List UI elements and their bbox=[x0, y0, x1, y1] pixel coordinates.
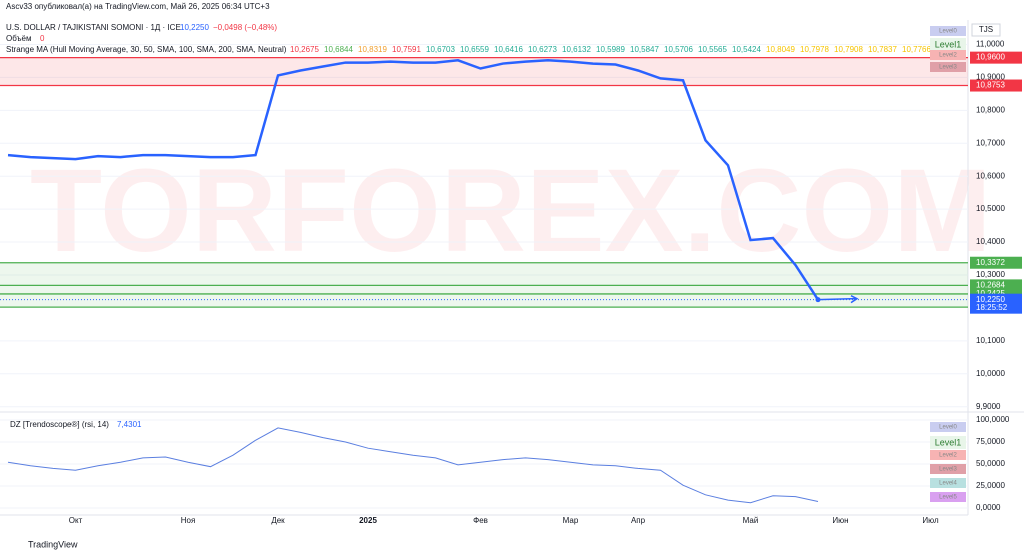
x-tick-label: 2025 bbox=[359, 516, 377, 525]
level-label: 10,9600 bbox=[976, 53, 1005, 62]
indicator-value: 10,7837 bbox=[868, 45, 897, 54]
y-tick-label: 10,4000 bbox=[976, 237, 1005, 246]
indicator-value: 10,7591 bbox=[392, 45, 421, 54]
legend-label: Level3 bbox=[939, 65, 957, 71]
y-tick-label: 10,7000 bbox=[976, 138, 1005, 147]
y-tick-label: 9,9000 bbox=[976, 402, 1001, 411]
indicator-value: 10,6703 bbox=[426, 45, 455, 54]
volume-label: Объём bbox=[6, 34, 32, 43]
indicator-value: 10,5565 bbox=[698, 45, 727, 54]
legend-box bbox=[930, 422, 966, 432]
legend-label: Level5 bbox=[939, 495, 957, 501]
publisher: Ascv33 опубликовал(а) на TradingView.com… bbox=[6, 2, 270, 11]
y-tick-label: 25,0000 bbox=[976, 481, 1005, 490]
change: −0,0498 (−0,48%) bbox=[213, 23, 277, 32]
y-tick-label: 0,0000 bbox=[976, 503, 1001, 512]
x-tick-label: Мар bbox=[563, 516, 579, 525]
y-tick-label: 10,1000 bbox=[976, 336, 1005, 345]
indicator-value: 10,7908 bbox=[834, 45, 863, 54]
legend-label: Level0 bbox=[939, 425, 957, 431]
y-tick-label: 10,3000 bbox=[976, 270, 1005, 279]
x-tick-label: Май bbox=[743, 516, 759, 525]
indicator-value: 10,6416 bbox=[494, 45, 523, 54]
legend-label: Level2 bbox=[939, 53, 957, 59]
legend-box bbox=[930, 464, 966, 474]
x-tick-label: Апр bbox=[631, 516, 646, 525]
legend-box bbox=[930, 62, 966, 72]
legend-box bbox=[930, 26, 966, 36]
currency-box bbox=[971, 23, 1001, 37]
y-tick-label: 10,9000 bbox=[976, 73, 1005, 82]
legend-box bbox=[930, 450, 966, 460]
indicator-value: 10,6844 bbox=[324, 45, 353, 54]
x-tick-label: Дек bbox=[271, 516, 285, 525]
y-tick-label: 10,0000 bbox=[976, 369, 1005, 378]
x-tick-label: Фев bbox=[473, 516, 488, 525]
x-tick-label: Июн bbox=[832, 516, 848, 525]
legend-label: Level0 bbox=[939, 29, 957, 35]
y-tick-label: 100,0000 bbox=[976, 415, 1010, 424]
indicator-value: 10,7978 bbox=[800, 45, 829, 54]
indicator-value: 10,6273 bbox=[528, 45, 557, 54]
legend-label: Level4 bbox=[939, 481, 957, 487]
x-tick-label: Ноя bbox=[181, 516, 196, 525]
indicator-value: 10,2675 bbox=[290, 45, 319, 54]
x-tick-label: Июл bbox=[922, 516, 939, 525]
currency: TJS bbox=[979, 25, 993, 34]
symbol: U.S. DOLLAR / TAJIKISTANI SOMONI · 1Д · … bbox=[6, 23, 181, 32]
indicator-value: 10,5424 bbox=[732, 45, 761, 54]
last-price: 10,2250 bbox=[180, 23, 209, 32]
legend-label: Level1 bbox=[935, 39, 962, 49]
indicator-value: 10,5847 bbox=[630, 45, 659, 54]
legend-label: Level1 bbox=[935, 437, 962, 447]
indicator-value: 10,7766 bbox=[902, 45, 931, 54]
indicator-value: 10,5989 bbox=[596, 45, 625, 54]
last-price-box bbox=[970, 293, 1022, 314]
y-tick-label: 75,0000 bbox=[976, 437, 1005, 446]
resistance-band bbox=[0, 57, 968, 86]
legend-box bbox=[930, 436, 966, 449]
legend-box bbox=[930, 38, 966, 51]
rsi-title: DZ [Trendoscope®] (rsi, 14) bbox=[10, 420, 109, 429]
y-tick-label: 50,0000 bbox=[976, 459, 1005, 468]
volume: 0 bbox=[40, 34, 45, 43]
level-label-box bbox=[970, 79, 1022, 92]
projection-arrow bbox=[817, 295, 859, 304]
rsi-last: 7,4301 bbox=[117, 420, 142, 429]
price-line bbox=[7, 427, 819, 504]
level-label-box bbox=[970, 256, 1022, 269]
legend-box bbox=[930, 492, 966, 502]
indicator-value: 10,8049 bbox=[766, 45, 795, 54]
indicator-value: 10,5706 bbox=[664, 45, 693, 54]
y-tick-label: 10,6000 bbox=[976, 171, 1005, 180]
level-label: 10,2425 bbox=[976, 289, 1005, 298]
indicator-value: 10,8319 bbox=[358, 45, 387, 54]
legend-box bbox=[930, 478, 966, 488]
legend-label: Level2 bbox=[939, 453, 957, 459]
level-label: 10,8753 bbox=[976, 81, 1005, 90]
x-tick-label: Окт bbox=[69, 516, 83, 525]
watermark: TORFOREX.COM bbox=[30, 145, 992, 277]
level-label: 10,2684 bbox=[976, 280, 1005, 289]
legend-box bbox=[930, 50, 966, 60]
footer: TradingView bbox=[28, 539, 78, 549]
price-line bbox=[7, 58, 820, 301]
level-label-box bbox=[970, 51, 1022, 64]
y-tick-label: 11,0000 bbox=[976, 40, 1005, 49]
last-price-label: 10,2250 bbox=[976, 295, 1005, 304]
indicator: Strange MA (Hull Moving Average, 30, 50,… bbox=[6, 45, 287, 54]
y-tick-label: 10,5000 bbox=[976, 204, 1005, 213]
legend-label: Level3 bbox=[939, 467, 957, 473]
level-label: 10,3372 bbox=[976, 258, 1005, 267]
indicator-value: 10,6132 bbox=[562, 45, 591, 54]
y-tick-label: 10,8000 bbox=[976, 105, 1005, 114]
countdown: 18:25:52 bbox=[976, 303, 1008, 312]
indicator-value: 10,6559 bbox=[460, 45, 489, 54]
